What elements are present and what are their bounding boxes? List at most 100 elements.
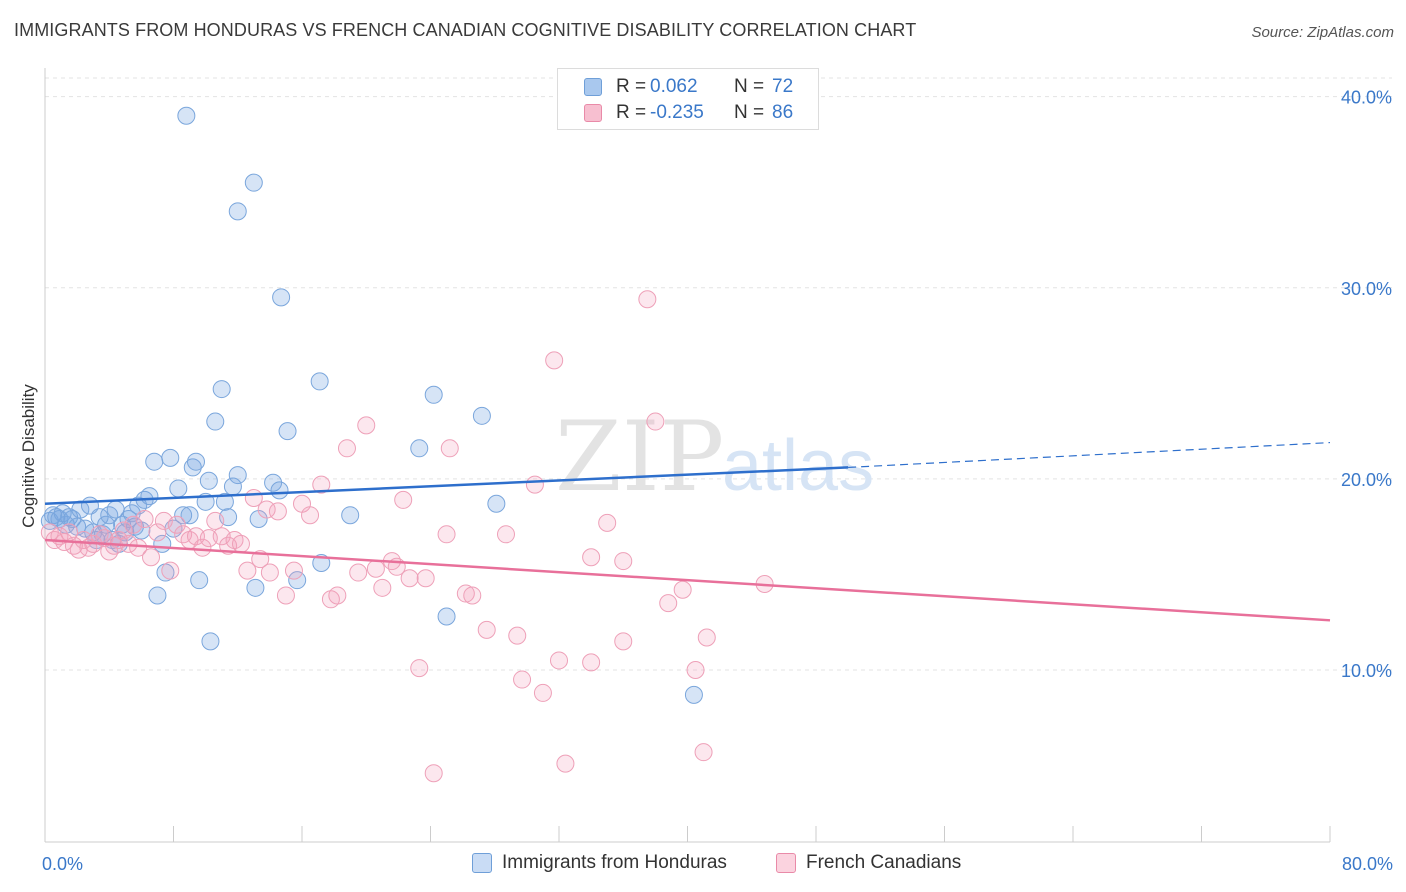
point-honduras <box>119 510 138 529</box>
point-french-canadians <box>135 510 154 529</box>
point-french-canadians <box>129 538 148 557</box>
point-french-canadians <box>357 416 376 435</box>
point-french-canadians <box>545 351 564 370</box>
point-french-canadians <box>284 561 303 580</box>
point-french-canadians <box>550 651 568 670</box>
point-honduras <box>270 481 289 500</box>
tick-label-layer: 10.0% 20.0% 30.0% 40.0% 0.0% 80.0% <box>42 88 1393 874</box>
y-tick-label: 20.0% <box>1341 470 1392 490</box>
point-french-canadians <box>686 661 705 679</box>
point-honduras <box>161 448 180 467</box>
point-honduras <box>437 607 456 626</box>
stats-box: R = 0.062 N = 72 R = -0.235 N = 86 <box>557 68 819 130</box>
trend-line-french-canadians <box>44 538 1331 622</box>
point-honduras <box>228 466 247 485</box>
point-french-canadians <box>161 561 180 580</box>
point-french-canadians <box>373 578 392 597</box>
legend: Immigrants from Honduras French Canadian… <box>0 852 1406 876</box>
point-french-canadians <box>349 563 368 582</box>
point-french-canadians <box>424 764 443 783</box>
point-french-canadians <box>582 548 601 567</box>
point-honduras <box>264 473 283 492</box>
legend-label-french-canadians: French Canadians <box>806 852 962 873</box>
watermark: ZIP atlas <box>555 401 874 513</box>
trend-line-honduras-extension <box>848 441 1331 469</box>
point-honduras <box>487 494 506 513</box>
y-tick-label: 30.0% <box>1341 279 1392 299</box>
stats-n-value: 86 <box>772 102 794 123</box>
stats-n-label: N = <box>734 76 765 97</box>
y-axis-label: Cognitive Disability <box>19 384 38 528</box>
point-honduras <box>288 571 307 590</box>
point-honduras <box>424 385 443 404</box>
watermark-atlas: atlas <box>722 426 874 506</box>
stats-n-label: N = <box>734 102 765 123</box>
point-honduras <box>278 422 297 441</box>
point-french-canadians <box>598 513 617 532</box>
point-honduras <box>244 173 263 192</box>
point-honduras <box>148 586 167 605</box>
x-tick-label: 80.0% <box>1342 854 1393 874</box>
point-french-canadians <box>508 626 527 645</box>
point-honduras <box>341 506 360 525</box>
point-french-canadians <box>673 580 692 599</box>
point-french-canadians <box>477 620 496 639</box>
watermark-zip: ZIP <box>555 401 724 513</box>
point-french-canadians <box>301 506 320 525</box>
point-french-canadians <box>257 500 276 519</box>
point-honduras <box>180 506 199 525</box>
axis-layer <box>44 68 1331 843</box>
stats-r-label: R = <box>616 102 647 123</box>
point-honduras <box>177 106 196 125</box>
point-french-canadians <box>260 563 279 582</box>
point-french-canadians <box>496 525 515 544</box>
point-french-canadians <box>614 632 633 651</box>
point-honduras <box>215 492 234 511</box>
point-french-canadians <box>463 586 482 605</box>
point-honduras <box>246 578 265 597</box>
point-honduras <box>201 632 220 651</box>
point-honduras <box>684 685 703 704</box>
point-honduras <box>186 452 205 471</box>
point-honduras <box>212 380 231 399</box>
source-label: Source: ZipAtlas.com <box>1251 24 1394 41</box>
point-french-canadians <box>614 552 633 571</box>
legend-item-honduras[interactable]: Immigrants from Honduras <box>472 852 727 874</box>
point-french-canadians <box>456 584 475 603</box>
point-french-canadians <box>513 670 532 689</box>
point-french-canadians <box>582 653 601 672</box>
legend-item-french-canadians[interactable]: French Canadians <box>776 852 961 874</box>
point-french-canadians <box>238 561 257 580</box>
point-french-canadians <box>148 523 167 542</box>
legend-swatch-honduras <box>472 853 492 873</box>
stats-r-label: R = <box>616 76 647 97</box>
point-french-canadians <box>400 569 419 588</box>
point-french-canadians <box>328 586 347 605</box>
legend-label-honduras: Immigrants from Honduras <box>502 852 727 873</box>
point-french-canadians <box>525 475 544 494</box>
point-french-canadians <box>167 515 186 534</box>
x-tick-label: 0.0% <box>42 854 83 874</box>
point-honduras <box>174 506 193 525</box>
legend-swatch-french-canadians <box>776 853 796 873</box>
point-french-canadians <box>142 548 161 567</box>
point-honduras <box>410 439 429 458</box>
point-french-canadians <box>206 511 225 530</box>
stats-r-value: -0.235 <box>650 102 704 123</box>
point-french-canadians <box>410 659 429 678</box>
trend-layer <box>44 441 1331 622</box>
point-french-canadians <box>337 439 356 458</box>
point-french-canadians <box>697 628 716 647</box>
point-french-canadians <box>124 515 143 534</box>
y-tick-label: 10.0% <box>1341 661 1392 681</box>
stats-row-honduras: R = 0.062 N = 72 <box>558 74 820 100</box>
point-french-canadians <box>114 521 133 540</box>
point-honduras <box>145 452 164 471</box>
point-honduras <box>310 372 329 391</box>
stats-n-value: 72 <box>772 76 794 97</box>
point-honduras <box>472 406 491 425</box>
point-french-canadians <box>231 534 250 553</box>
point-french-canadians <box>416 569 435 588</box>
point-honduras <box>190 571 209 590</box>
stats-row-french-canadians: R = -0.235 N = 86 <box>558 100 820 126</box>
